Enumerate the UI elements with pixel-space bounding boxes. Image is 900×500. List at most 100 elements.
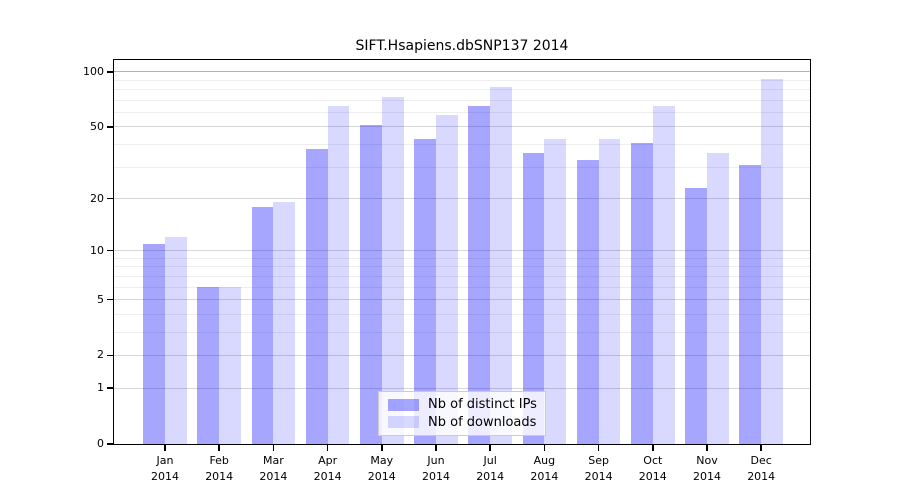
y-tick-label: 0 (97, 437, 104, 450)
bar-downloads-apr (327, 106, 350, 444)
x-tick-mark (326, 445, 329, 451)
y-tick-mark (107, 71, 113, 73)
x-tick-mark (272, 445, 275, 451)
x-tick-mark (597, 445, 600, 451)
x-tick-year: 2014 (205, 470, 234, 483)
x-tick-label: Mar 2014 (243, 453, 303, 485)
legend: Nb of distinct IPs Nb of downloads (378, 391, 546, 436)
legend-row-downloads: Nb of downloads (388, 415, 536, 430)
x-tick-label: Nov 2014 (677, 453, 737, 485)
x-tick-year: 2014 (313, 470, 342, 483)
major-gridline (114, 299, 810, 301)
legend-row-distinct-ips: Nb of distinct IPs (388, 397, 537, 412)
x-tick-label: Sep 2014 (569, 453, 629, 485)
bar-distinct-ips-nov (685, 187, 707, 444)
major-gridline (114, 198, 810, 199)
minor-gridline (114, 79, 810, 81)
bar-downloads-mar (273, 202, 296, 444)
legend-swatch-distinct-ips (388, 398, 419, 411)
minor-gridline (114, 331, 810, 333)
x-tick-mark (489, 445, 491, 451)
bar-downloads-jul (490, 86, 512, 444)
major-gridline (114, 250, 810, 252)
chart-title: SIFT.Hsapiens.dbSNP137 2014 (355, 38, 569, 54)
bar-distinct-ips-jun (414, 138, 436, 444)
x-tick-mark (543, 445, 546, 451)
bar-distinct-ips-feb (197, 287, 220, 444)
minor-gridline (114, 286, 810, 288)
major-gridline (114, 387, 810, 389)
x-tick-year: 2014 (530, 470, 559, 483)
x-tick-year: 2014 (693, 470, 721, 483)
major-gridline (114, 126, 810, 128)
x-tick-year: 2014 (476, 470, 505, 483)
y-tick-label: 10 (90, 243, 104, 257)
bar-distinct-ips-dec (739, 164, 762, 444)
x-tick-year: 2014 (638, 470, 667, 483)
x-tick-mark (381, 445, 383, 451)
x-tick-mark (652, 445, 654, 451)
major-gridline (114, 71, 810, 73)
minor-gridline (114, 89, 810, 91)
legend-swatch-downloads (388, 416, 419, 429)
x-tick-label: Oct 2014 (623, 453, 683, 485)
x-tick-month: Mar (263, 454, 284, 467)
x-tick-label: Feb 2014 (189, 453, 249, 485)
y-tick-label: 100 (83, 64, 104, 78)
bar-downloads-jun (436, 115, 458, 444)
bar-distinct-ips-may (360, 125, 382, 444)
x-tick-label: Aug 2014 (514, 453, 574, 485)
x-tick-month: Aug (533, 454, 556, 467)
y-tick-mark (107, 249, 113, 252)
x-tick-mark (760, 445, 762, 451)
y-tick-label: 20 (90, 191, 104, 205)
x-tick-month: Nov (696, 454, 718, 467)
x-tick-year: 2014 (747, 470, 776, 483)
x-tick-month: Feb (209, 454, 229, 467)
bar-distinct-ips-jan (143, 243, 165, 444)
x-tick-label: Jun 2014 (406, 453, 466, 485)
x-tick-label: May 2014 (352, 453, 412, 485)
y-tick-mark (107, 354, 113, 357)
x-tick-month: May (370, 454, 394, 467)
x-tick-year: 2014 (422, 470, 450, 483)
bar-distinct-ips-apr (305, 148, 328, 444)
bar-downloads-aug (544, 138, 567, 444)
bar-distinct-ips-jul (468, 106, 491, 444)
minor-gridline (114, 266, 810, 268)
minor-gridline (114, 257, 810, 259)
y-tick-mark (107, 443, 113, 445)
bar-distinct-ips-aug (522, 152, 545, 444)
bar-downloads-dec (761, 78, 783, 444)
bar-distinct-ips-oct (631, 142, 653, 444)
bar-downloads-oct (652, 106, 675, 444)
y-tick-mark (107, 387, 113, 389)
y-tick-label: 50 (90, 119, 104, 133)
x-tick-year: 2014 (259, 470, 288, 483)
bar-distinct-ips-sep (576, 159, 599, 444)
y-tick-mark (107, 197, 113, 200)
bar-distinct-ips-mar (251, 206, 274, 444)
x-tick-mark (706, 445, 708, 451)
x-tick-label: Apr 2014 (298, 453, 358, 485)
minor-gridline (114, 313, 810, 315)
x-tick-month: Jul (483, 454, 497, 467)
x-tick-mark (435, 445, 437, 451)
x-tick-month: Jun (427, 454, 445, 467)
bar-downloads-may (381, 96, 404, 444)
x-tick-month: Dec (750, 454, 772, 467)
x-tick-month: Apr (318, 454, 338, 467)
x-tick-mark (218, 445, 220, 451)
minor-gridline (114, 144, 810, 146)
bar-downloads-sep (598, 138, 621, 444)
x-tick-year: 2014 (151, 470, 179, 483)
bar-downloads-jan (165, 237, 187, 444)
x-tick-month: Sep (588, 454, 609, 467)
x-tick-month: Oct (643, 454, 663, 467)
minor-gridline (114, 166, 810, 168)
x-tick-month: Jan (156, 454, 174, 467)
minor-gridline (114, 99, 810, 101)
x-tick-year: 2014 (367, 470, 396, 483)
x-tick-mark (164, 445, 166, 451)
